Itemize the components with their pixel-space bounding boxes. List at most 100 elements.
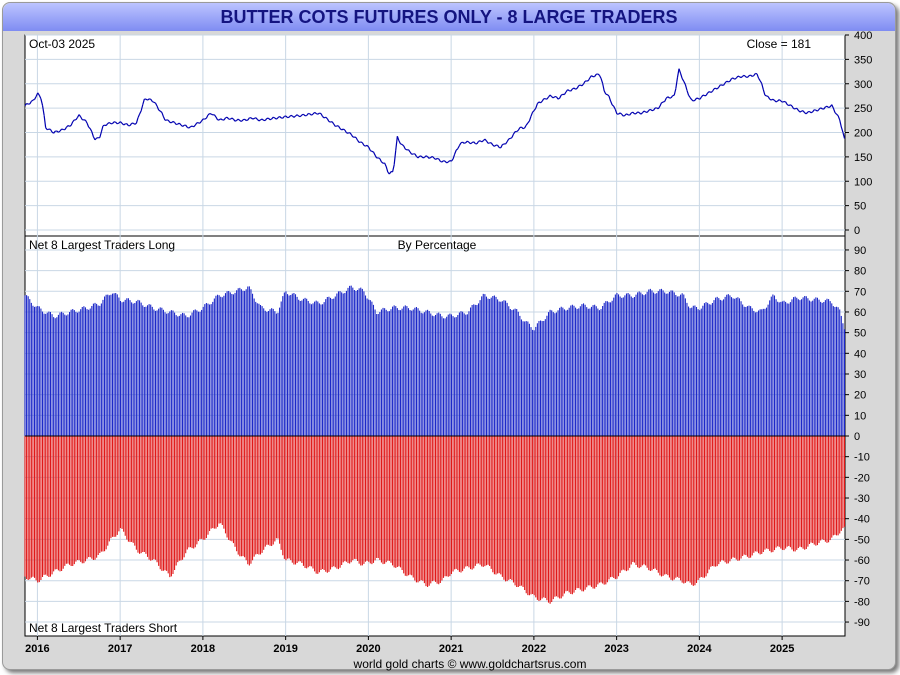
price-segment — [244, 118, 247, 121]
price-segment — [405, 148, 408, 151]
price-segment — [121, 122, 125, 126]
price-segment — [363, 144, 366, 147]
price-segment — [524, 124, 527, 129]
year-tick-label: 2025 — [770, 643, 794, 655]
price-segment — [667, 96, 670, 99]
price-segment — [825, 105, 828, 108]
price-segment — [435, 157, 438, 160]
price-segment — [764, 94, 767, 97]
price-segment — [188, 126, 191, 129]
price-line — [24, 68, 846, 175]
price-segment — [680, 73, 683, 79]
price-tick-label: 300 — [854, 79, 872, 91]
price-segment — [649, 108, 653, 112]
price-segment — [441, 160, 444, 163]
price-segment — [358, 141, 361, 144]
price-segment — [490, 142, 494, 146]
price-segment — [447, 160, 451, 163]
price-segment — [832, 107, 836, 113]
price-segment — [745, 76, 748, 79]
price-segment — [129, 123, 133, 127]
price-segment — [775, 100, 778, 103]
price-segment — [381, 161, 384, 164]
price-segment — [311, 113, 314, 116]
price-segment — [705, 92, 709, 96]
price-segment — [689, 97, 693, 101]
price-segment — [226, 116, 230, 120]
price-segment — [802, 110, 806, 114]
price-segment — [260, 118, 263, 121]
price-segment — [187, 126, 190, 129]
price-segment — [112, 121, 115, 124]
price-segment — [664, 97, 667, 102]
price-segment — [172, 120, 175, 123]
price-segment — [38, 95, 42, 100]
price-segment — [152, 100, 155, 103]
year-tick-label: 2022 — [522, 643, 546, 655]
price-segment — [516, 129, 519, 133]
price-segment — [740, 75, 744, 79]
price-segment — [43, 115, 47, 128]
price-segment — [153, 101, 156, 104]
price-segment — [621, 113, 624, 117]
price-segment — [809, 111, 812, 114]
price-segment — [102, 124, 105, 127]
price-tick-label: 250 — [854, 103, 872, 115]
price-segment — [623, 114, 626, 117]
price-segment — [175, 123, 178, 126]
price-segment — [372, 151, 376, 156]
price-segment — [735, 75, 739, 79]
price-segment — [420, 155, 424, 159]
price-segment — [290, 114, 293, 117]
price-segment — [505, 141, 508, 145]
price-segment — [561, 93, 564, 96]
price-segment — [758, 77, 761, 82]
positioning-tick-label: 30 — [854, 369, 866, 381]
price-segment — [570, 88, 573, 92]
price-segment — [58, 130, 61, 133]
price-segment — [552, 96, 556, 99]
price-segment — [341, 128, 344, 131]
price-segment — [449, 159, 452, 162]
price-segment — [275, 117, 279, 120]
price-segment — [242, 118, 245, 121]
price-segment — [629, 112, 632, 116]
price-segment — [291, 115, 295, 118]
price-segment — [463, 142, 467, 144]
price-segment — [500, 144, 503, 149]
price-segment — [395, 136, 398, 151]
price-segment — [190, 125, 193, 128]
price-segment — [683, 81, 686, 85]
year-tick-label: 2018 — [191, 643, 215, 655]
price-segment — [693, 99, 696, 102]
price-segment — [659, 102, 663, 107]
price-segment — [41, 105, 45, 116]
price-segment — [401, 143, 405, 147]
price-segment — [117, 122, 120, 125]
price-segment — [739, 76, 742, 79]
price-segment — [99, 131, 102, 138]
price-segment — [728, 80, 731, 83]
price-segment — [608, 95, 612, 102]
year-tick-label: 2021 — [439, 643, 463, 655]
x-axis-ticks: 2016 2017 2018 2019 2020 2021 2022 2023 2024 2025 — [25, 636, 794, 655]
price-segment — [697, 97, 701, 100]
price-segment — [734, 77, 737, 80]
price-segment — [167, 119, 171, 123]
price-segment — [40, 98, 44, 106]
price-segment — [123, 123, 126, 126]
price-segment — [797, 109, 801, 113]
price-segment — [161, 112, 165, 117]
price-segment — [614, 109, 618, 115]
price-segment — [619, 112, 623, 115]
price-segment — [536, 101, 540, 104]
price-segment — [145, 98, 148, 101]
price-segment — [632, 111, 635, 115]
positioning-tick-label: 90 — [854, 245, 866, 257]
price-segment — [258, 119, 261, 122]
price-segment — [178, 122, 182, 126]
price-segment — [215, 116, 219, 121]
price-segment — [546, 96, 550, 100]
positioning-tick-label: 10 — [854, 410, 866, 422]
